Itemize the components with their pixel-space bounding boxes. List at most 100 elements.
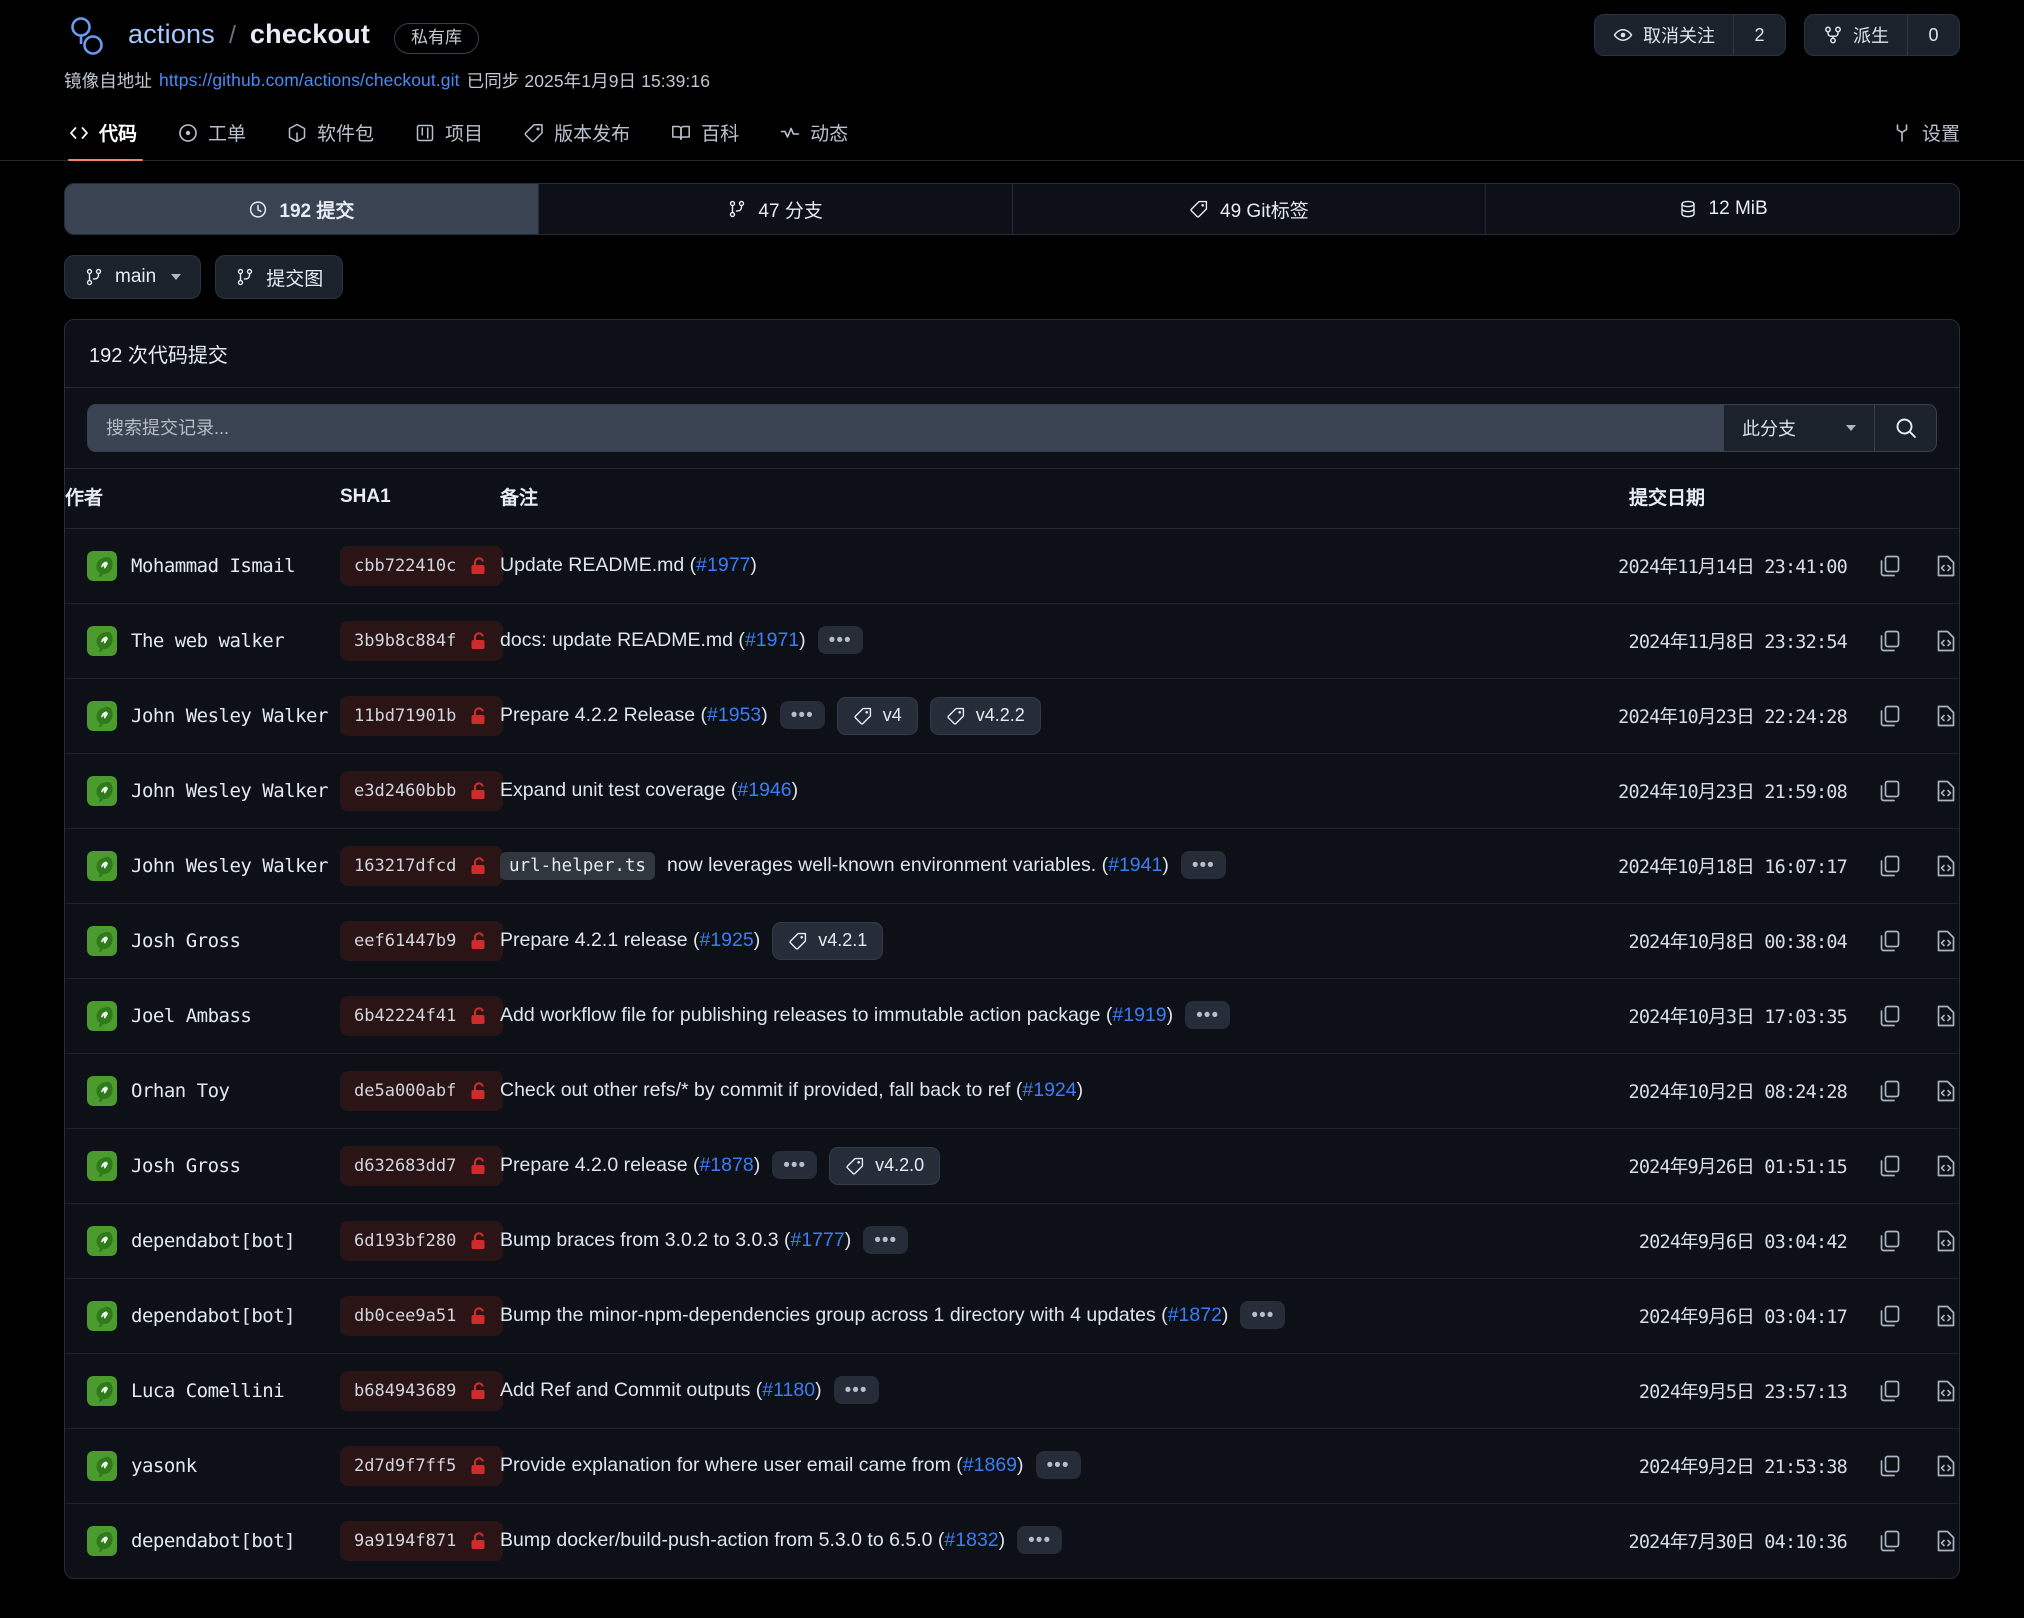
code-file-icon[interactable] xyxy=(1933,703,1959,729)
copy-icon[interactable] xyxy=(1877,778,1903,804)
expand-message-button[interactable]: ••• xyxy=(1035,1451,1081,1479)
expand-message-button[interactable]: ••• xyxy=(779,701,825,729)
git-tag-chip[interactable]: v4.2.2 xyxy=(929,697,1041,735)
code-file-icon[interactable] xyxy=(1933,778,1959,804)
commit-message-text[interactable]: Prepare 4.2.0 release (#1878) xyxy=(500,1154,761,1177)
commit-graph-button[interactable]: 提交图 xyxy=(215,255,344,299)
pull-request-link[interactable]: #1180 xyxy=(762,1379,816,1402)
pull-request-link[interactable]: #1872 xyxy=(1167,1304,1222,1327)
author-name[interactable]: Orhan Toy xyxy=(131,1080,230,1102)
commit-sha-badge[interactable]: 6b42224f41 xyxy=(340,996,504,1036)
nav-item-issues[interactable]: 工单 xyxy=(157,119,266,160)
commit-message-text[interactable]: Prepare 4.2.2 Release (#1953) xyxy=(500,704,768,727)
expand-message-button[interactable]: ••• xyxy=(817,626,863,654)
commit-sha-badge[interactable]: 9a9194f871 xyxy=(340,1521,504,1561)
pull-request-link[interactable]: #1977 xyxy=(696,554,751,577)
commit-sha-badge[interactable]: eef61447b9 xyxy=(340,921,504,961)
watch-button[interactable]: 取消关注 xyxy=(1595,15,1733,55)
commit-message-text[interactable]: Add Ref and Commit outputs (#1180) xyxy=(500,1379,822,1402)
pull-request-link[interactable]: #1941 xyxy=(1108,854,1163,877)
author-name[interactable]: Luca Comellini xyxy=(131,1380,285,1402)
code-file-icon[interactable] xyxy=(1933,1453,1959,1479)
search-input[interactable] xyxy=(88,405,1723,451)
repo-name-link[interactable]: checkout xyxy=(249,18,371,49)
commit-message-text[interactable]: Provide explanation for where user email… xyxy=(500,1454,1024,1477)
git-tag-chip[interactable]: v4 xyxy=(836,697,918,735)
commit-sha-badge[interactable]: 11bd71901b xyxy=(340,696,504,736)
author-name[interactable]: dependabot[bot] xyxy=(131,1530,296,1552)
commit-message-text[interactable]: docs: update README.md (#1971) xyxy=(500,629,806,652)
git-tag-chip[interactable]: v4.2.1 xyxy=(772,922,884,960)
pull-request-link[interactable]: #1832 xyxy=(944,1529,999,1552)
nav-item-code[interactable]: 代码 xyxy=(64,119,157,161)
commit-message-text[interactable]: Expand unit test coverage (#1946) xyxy=(500,779,799,802)
fork-count[interactable]: 0 xyxy=(1907,15,1959,55)
fork-button[interactable]: 派生 xyxy=(1805,15,1907,55)
expand-message-button[interactable]: ••• xyxy=(1017,1526,1063,1554)
copy-icon[interactable] xyxy=(1877,553,1903,579)
author-name[interactable]: yasonk xyxy=(131,1455,197,1477)
commit-sha-badge[interactable]: cbb722410c xyxy=(340,546,504,586)
copy-icon[interactable] xyxy=(1877,1303,1903,1329)
pull-request-link[interactable]: #1953 xyxy=(707,704,762,727)
nav-item-wiki[interactable]: 百科 xyxy=(650,119,759,160)
nav-item-settings[interactable]: 设置 xyxy=(1891,119,1960,146)
author-name[interactable]: Mohammad Ismail xyxy=(131,555,296,577)
code-file-icon[interactable] xyxy=(1933,1078,1959,1104)
code-file-icon[interactable] xyxy=(1933,553,1959,579)
code-file-icon[interactable] xyxy=(1933,1003,1959,1029)
commit-message-text[interactable]: Bump the minor-npm-dependencies group ac… xyxy=(500,1304,1229,1327)
code-file-icon[interactable] xyxy=(1933,1228,1959,1254)
commit-message-text[interactable]: Check out other refs/* by commit if prov… xyxy=(500,1079,1084,1102)
pull-request-link[interactable]: #1924 xyxy=(1022,1079,1077,1102)
pull-request-link[interactable]: #1919 xyxy=(1112,1004,1167,1027)
commit-sha-badge[interactable]: 6d193bf280 xyxy=(340,1221,504,1261)
code-file-icon[interactable] xyxy=(1933,1378,1959,1404)
author-name[interactable]: John Wesley Walker III xyxy=(131,780,372,802)
git-tag-chip[interactable]: v4.2.0 xyxy=(829,1147,941,1185)
copy-icon[interactable] xyxy=(1877,853,1903,879)
watch-count[interactable]: 2 xyxy=(1733,15,1785,55)
copy-icon[interactable] xyxy=(1877,1528,1903,1554)
nav-item-projects[interactable]: 项目 xyxy=(394,119,503,160)
author-name[interactable]: Josh Gross xyxy=(131,930,241,952)
commit-sha-badge[interactable]: e3d2460bbb xyxy=(340,771,504,811)
commit-message-text[interactable]: Bump docker/build-push-action from 5.3.0… xyxy=(500,1529,1006,1552)
copy-icon[interactable] xyxy=(1877,1228,1903,1254)
stat-commits[interactable]: 192 提交 xyxy=(65,184,539,234)
watch-button-group[interactable]: 取消关注 2 xyxy=(1594,14,1786,56)
commit-message-text[interactable]: Add workflow file for publishing release… xyxy=(500,1004,1174,1027)
expand-message-button[interactable]: ••• xyxy=(833,1376,879,1404)
code-file-icon[interactable] xyxy=(1933,1153,1959,1179)
copy-icon[interactable] xyxy=(1877,1378,1903,1404)
copy-icon[interactable] xyxy=(1877,1153,1903,1179)
author-name[interactable]: John Wesley Walker III xyxy=(131,855,372,877)
repo-owner-link[interactable]: actions xyxy=(128,18,215,49)
pull-request-link[interactable]: #1925 xyxy=(699,929,754,952)
author-name[interactable]: dependabot[bot] xyxy=(131,1230,296,1252)
author-name[interactable]: The web walker xyxy=(131,630,285,652)
stat-branches[interactable]: 47 分支 xyxy=(539,184,1013,234)
nav-item-releases[interactable]: 版本发布 xyxy=(503,119,650,160)
code-file-icon[interactable] xyxy=(1933,1303,1959,1329)
commit-message-text[interactable]: Prepare 4.2.1 release (#1925) xyxy=(500,929,761,952)
fork-button-group[interactable]: 派生 0 xyxy=(1804,14,1960,56)
commit-sha-badge[interactable]: b684943689 xyxy=(340,1371,504,1411)
commit-message-text[interactable]: now leverages well-known environment var… xyxy=(666,854,1169,877)
branch-selector[interactable]: main xyxy=(64,255,202,299)
author-name[interactable]: John Wesley Walker III xyxy=(131,705,372,727)
stat-size[interactable]: 12 MiB xyxy=(1486,184,1959,234)
author-name[interactable]: Josh Gross xyxy=(131,1155,241,1177)
commit-sha-badge[interactable]: 3b9b8c884f xyxy=(340,621,504,661)
expand-message-button[interactable]: ••• xyxy=(1180,851,1226,879)
copy-icon[interactable] xyxy=(1877,628,1903,654)
pull-request-link[interactable]: #1777 xyxy=(790,1229,845,1252)
mirror-url-link[interactable]: https://github.com/actions/checkout.git xyxy=(159,70,460,90)
search-scope-select[interactable]: 此分支 xyxy=(1723,405,1874,451)
stat-tags[interactable]: 49 Git标签 xyxy=(1013,184,1487,234)
commit-sha-badge[interactable]: 2d7d9f7ff5 xyxy=(340,1446,504,1486)
search-submit-button[interactable] xyxy=(1874,405,1936,451)
copy-icon[interactable] xyxy=(1877,703,1903,729)
author-name[interactable]: dependabot[bot] xyxy=(131,1305,296,1327)
code-file-icon[interactable] xyxy=(1933,1528,1959,1554)
